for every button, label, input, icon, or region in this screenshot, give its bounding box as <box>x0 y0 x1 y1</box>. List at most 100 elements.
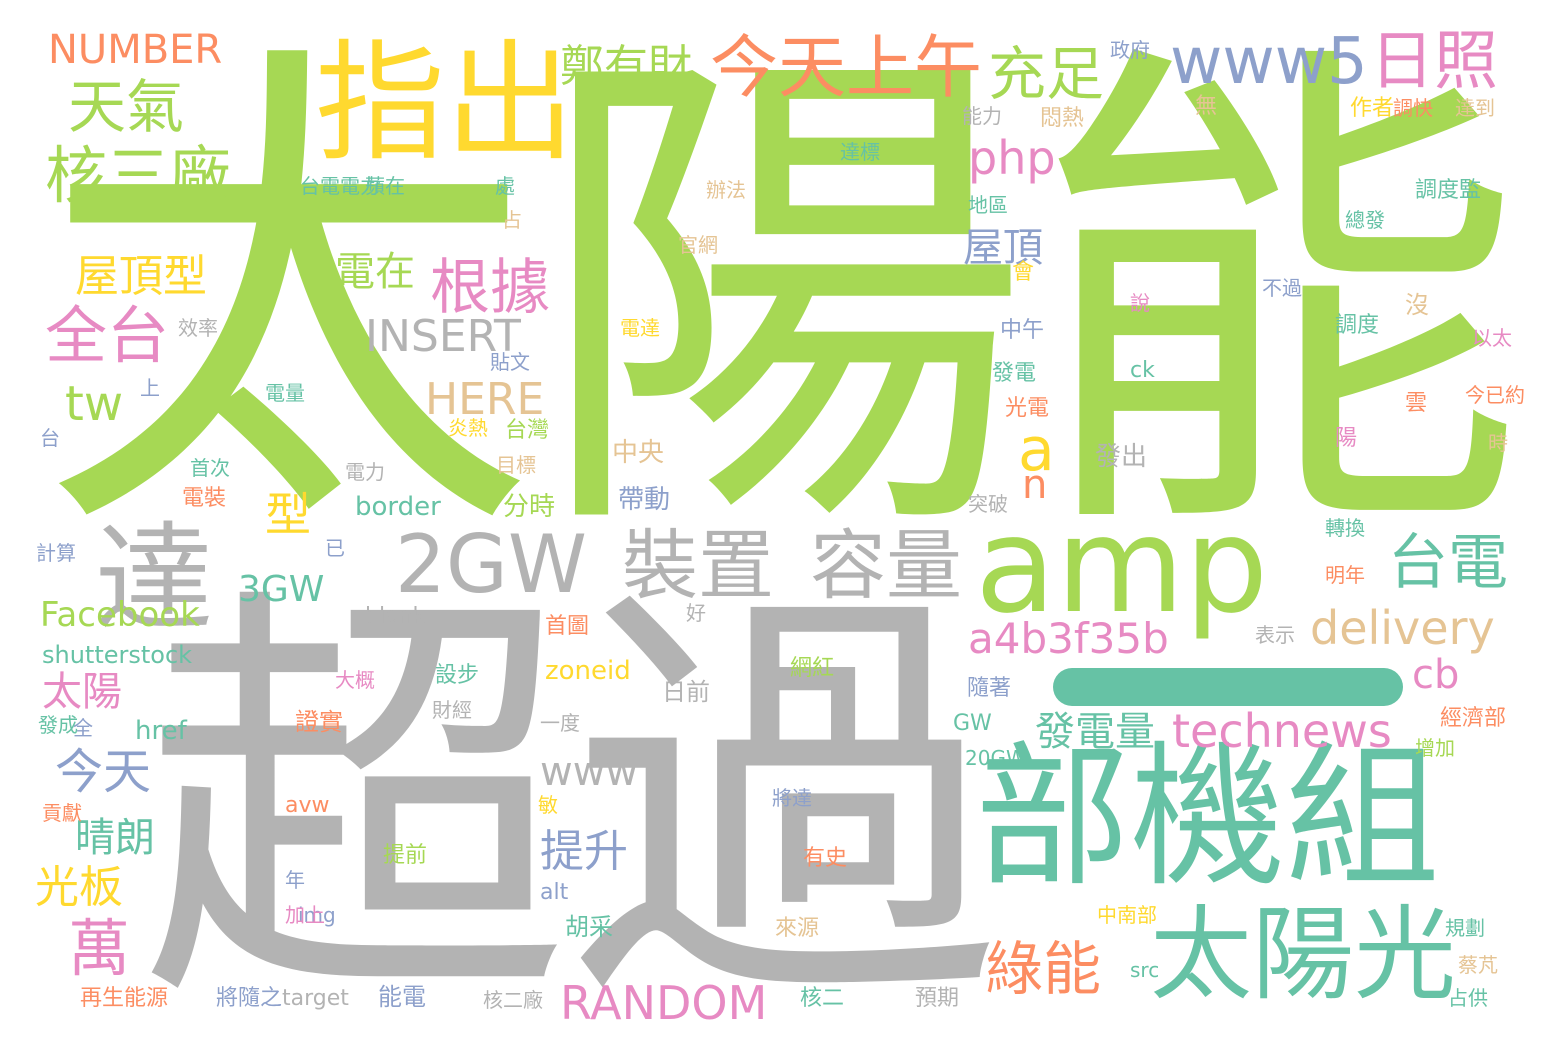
word: 萬 <box>68 912 131 985</box>
word: INSERT <box>365 311 521 362</box>
word: 突破 <box>968 492 1008 516</box>
word: 分時 <box>503 492 556 522</box>
word: 來源 <box>775 916 820 941</box>
word: 調度 <box>1335 313 1380 338</box>
word: 20GW <box>965 746 1026 770</box>
word: 調度監 <box>1415 178 1482 203</box>
word: zoneid <box>545 656 631 686</box>
word: 炎熱 <box>448 416 488 440</box>
word: 指出 <box>315 27 576 179</box>
word: 2GW <box>395 518 587 611</box>
word: 經濟部 <box>1440 706 1507 731</box>
word: 充足 <box>988 40 1105 108</box>
word: 貢獻 <box>42 801 82 825</box>
word: 台電 <box>1388 528 1508 598</box>
word: 轉換 <box>1325 516 1365 540</box>
word: 表示 <box>1255 623 1295 647</box>
word: 隨著 <box>967 676 1012 701</box>
word: 太陽 <box>42 669 122 715</box>
word: 日前 <box>662 678 710 706</box>
word: 將達 <box>772 786 812 810</box>
word: 能電 <box>378 983 426 1011</box>
word: blank <box>365 604 426 629</box>
word: 能力 <box>962 104 1002 128</box>
word: 計算 <box>36 541 76 565</box>
word: 網紅 <box>790 656 835 681</box>
word: 核二 <box>800 986 845 1011</box>
word: href <box>135 716 187 746</box>
word: 敏 <box>538 793 558 817</box>
word: 一度 <box>540 711 580 735</box>
word: avw <box>285 793 330 818</box>
word: 天氣 <box>68 73 185 141</box>
word: 將隨之 <box>216 986 283 1011</box>
word: 提前 <box>383 843 428 868</box>
word: 雲 <box>1405 391 1428 416</box>
word: src <box>1130 958 1160 982</box>
word: 帶動 <box>618 485 671 515</box>
word: shutterstock <box>42 641 193 669</box>
word: 政府 <box>1110 38 1150 62</box>
word: 不過 <box>1262 276 1302 300</box>
word: 會 <box>1012 260 1035 285</box>
word: cb <box>1412 652 1460 698</box>
word: 悶熱 <box>1040 106 1085 131</box>
word: a <box>1018 415 1055 485</box>
word: 中午 <box>1000 318 1045 343</box>
word: 證實 <box>295 708 343 736</box>
word: 達到 <box>1455 96 1495 120</box>
word: 蔡芃 <box>1458 953 1498 977</box>
word: 電裝 <box>182 486 227 511</box>
word: 加上 <box>285 903 325 927</box>
word: 型 <box>258 490 312 536</box>
word: 中央 <box>612 438 665 468</box>
word: 年 <box>285 868 305 892</box>
word: 今已約 <box>1465 383 1525 407</box>
word: n <box>1022 462 1048 508</box>
word: 台 <box>40 426 60 450</box>
word: 預期 <box>915 986 960 1011</box>
word: delivery <box>1310 601 1495 655</box>
word: 大概 <box>335 668 375 692</box>
word: 占 <box>502 208 522 232</box>
word: 日照 <box>1370 25 1498 99</box>
word: 3GW <box>238 569 325 610</box>
word: a4b3f35b <box>968 614 1169 663</box>
word: 時 <box>1488 431 1508 455</box>
word: 發電 <box>992 361 1037 386</box>
word: 電在 <box>335 249 415 295</box>
word: 已 <box>325 536 345 560</box>
word: 容量 <box>810 521 962 610</box>
word: 台電電力 <box>300 174 380 198</box>
word: 部機組 <box>975 727 1440 908</box>
word: 發電量 <box>1035 709 1155 755</box>
word: 發成 <box>38 713 78 737</box>
word: 蘋在 <box>365 174 405 198</box>
word: tw <box>65 376 124 432</box>
word: 財經 <box>432 698 472 722</box>
word: RANDOM <box>560 976 768 1030</box>
word: 設步 <box>435 663 480 688</box>
word: amp <box>975 489 1269 643</box>
word: NUMBER <box>48 27 223 73</box>
word: 上 <box>140 376 160 400</box>
word: 明年 <box>1325 563 1365 587</box>
word: 太陽能 <box>40 6 1525 594</box>
word: 電量 <box>265 381 305 405</box>
word: technews <box>1172 704 1392 758</box>
word: 全台 <box>45 299 170 372</box>
word: 台灣 <box>505 418 550 443</box>
word: 再生能源 <box>80 986 169 1011</box>
word: 調快 <box>1393 96 1433 120</box>
word: img <box>298 903 336 927</box>
word: 提升 <box>540 826 628 877</box>
word: 太陽光 <box>1150 896 1456 1015</box>
word: 根據 <box>430 253 550 323</box>
word: 官網 <box>678 233 718 257</box>
word: 全 <box>73 716 93 740</box>
word: 中南部 <box>1097 903 1157 927</box>
word: 電達 <box>620 316 660 340</box>
word-dash-glyph <box>1053 668 1403 706</box>
word: 晴朗 <box>75 815 155 861</box>
word: HERE <box>425 374 545 425</box>
